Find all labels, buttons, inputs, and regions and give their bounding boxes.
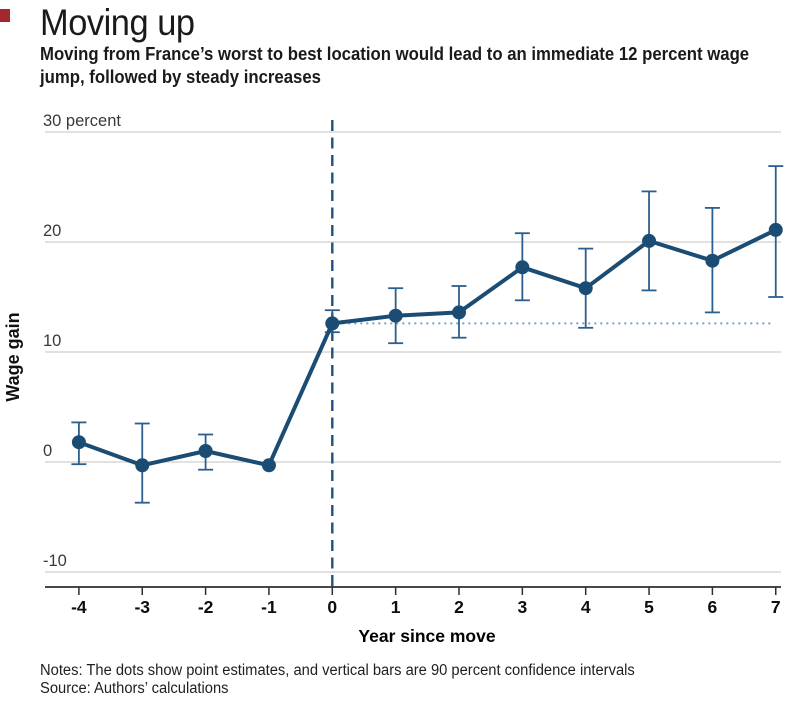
chart-source: Source: Authors’ calculations xyxy=(40,680,229,697)
x-tick-label: -2 xyxy=(198,597,214,617)
x-tick-label: 3 xyxy=(517,597,527,617)
chart-subtitle-line1: Moving from France’s worst to best locat… xyxy=(40,44,750,64)
x-tick-label: -4 xyxy=(71,597,87,617)
data-point xyxy=(578,281,593,296)
x-tick-label: 0 xyxy=(327,597,337,617)
x-tick-label: 7 xyxy=(771,597,781,617)
x-tick-label: 2 xyxy=(454,597,464,617)
brand-accent-square xyxy=(0,9,10,22)
data-point xyxy=(452,305,466,320)
data-point xyxy=(325,316,340,331)
data-point xyxy=(135,458,150,473)
data-point xyxy=(768,222,783,237)
x-tick-label: 5 xyxy=(644,597,654,617)
data-point xyxy=(642,233,657,248)
data-point xyxy=(198,444,213,458)
trend-line xyxy=(76,227,778,468)
data-point xyxy=(388,308,403,323)
data-point xyxy=(261,458,276,473)
x-tick-label: 4 xyxy=(581,597,591,617)
y-tick-label: 10 xyxy=(43,332,61,350)
x-tick-label: 6 xyxy=(708,597,718,617)
chart-subtitle-line2: jump, followed by steady increases xyxy=(40,67,321,87)
chart-title: Moving up xyxy=(40,2,195,43)
y-tick-label: -10 xyxy=(43,552,67,570)
y-axis-title: Wage gain xyxy=(3,312,23,401)
y-tick-label: 0 xyxy=(43,442,52,460)
x-axis-title: Year since move xyxy=(358,626,495,646)
x-tick-label: -1 xyxy=(261,597,277,617)
data-point xyxy=(71,435,86,450)
chart-notes: Notes: The dots show point estimates, an… xyxy=(40,662,635,679)
chart-subtitle: Moving from France’s worst to best locat… xyxy=(40,43,749,89)
data-point xyxy=(705,253,720,268)
x-tick-label: -3 xyxy=(134,597,150,617)
data-point xyxy=(515,260,530,275)
y-tick-label: 30 percent xyxy=(43,112,121,130)
x-tick-label: 1 xyxy=(391,597,401,617)
y-tick-label: 20 xyxy=(43,222,61,240)
